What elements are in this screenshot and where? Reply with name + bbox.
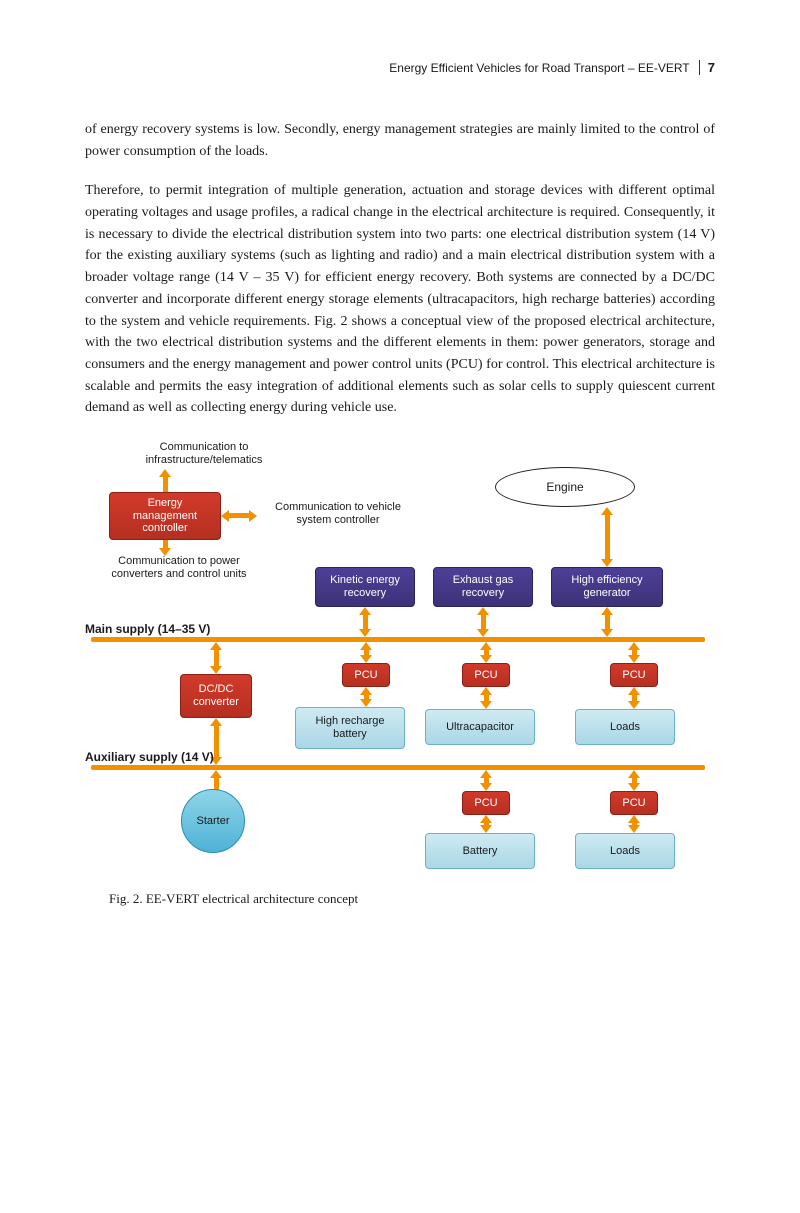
arrow-v-3 — [359, 607, 371, 637]
page-number: 7 — [699, 60, 715, 75]
main-bus — [91, 637, 705, 642]
node-emc: Energy management controller — [109, 492, 221, 540]
label-aux: Auxiliary supply (14 V) — [85, 750, 214, 764]
node-ld1: Loads — [575, 709, 675, 745]
arrow-v-18 — [628, 815, 640, 833]
arrow-v-2 — [601, 507, 613, 567]
node-pcu2: PCU — [462, 663, 510, 687]
arrow-v-5 — [601, 607, 613, 637]
figure-caption: Fig. 2. EE-VERT electrical architecture … — [85, 891, 715, 907]
node-egr: Exhaust gas recovery — [433, 567, 533, 607]
node-pcu4: PCU — [462, 791, 510, 815]
node-heg: High efficiency generator — [551, 567, 663, 607]
arrow-v-11 — [480, 687, 492, 709]
node-hrb: High recharge battery — [295, 707, 405, 749]
arrow-v-1 — [159, 540, 171, 556]
label-main: Main supply (14–35 V) — [85, 622, 210, 636]
node-pcu1: PCU — [342, 663, 390, 687]
paragraph-2: Therefore, to permit integration of mult… — [85, 180, 715, 419]
arrow-v-0 — [159, 469, 171, 492]
arrow-h-0 — [221, 510, 257, 522]
label-comm_vehicle: Communication to vehicle system controll… — [263, 501, 413, 526]
page-header: Energy Efficient Vehicles for Road Trans… — [85, 60, 715, 75]
label-comm_infra: Communication to infrastructure/telemati… — [129, 441, 279, 466]
aux-bus — [91, 765, 705, 770]
node-dcdc: DC/DC converter — [180, 674, 252, 718]
node-pcu3: PCU — [610, 663, 658, 687]
label-comm_pcu: Communication to power converters and co… — [99, 555, 259, 580]
node-ld2: Loads — [575, 833, 675, 869]
arrow-v-17 — [480, 815, 492, 833]
header-title: Energy Efficient Vehicles for Road Trans… — [389, 61, 689, 75]
arrow-v-9 — [628, 642, 640, 663]
arrow-v-4 — [477, 607, 489, 637]
node-uc: Ultracapacitor — [425, 709, 535, 745]
arrow-v-8 — [480, 642, 492, 663]
arrow-v-10 — [360, 687, 372, 707]
arrow-v-6 — [210, 642, 222, 674]
arrow-v-15 — [480, 770, 492, 791]
arrow-v-14 — [210, 770, 222, 790]
node-bat: Battery — [425, 833, 535, 869]
node-starter: Starter — [181, 789, 245, 853]
arrow-v-16 — [628, 770, 640, 791]
node-ker: Kinetic energy recovery — [315, 567, 415, 607]
arrow-v-7 — [360, 642, 372, 663]
node-engine: Engine — [495, 467, 635, 507]
arrow-v-12 — [628, 687, 640, 709]
paragraph-1: of energy recovery systems is low. Secon… — [85, 119, 715, 162]
figure-2-diagram: Energy management controller Engine Kineti… — [85, 437, 710, 877]
node-pcu5: PCU — [610, 791, 658, 815]
